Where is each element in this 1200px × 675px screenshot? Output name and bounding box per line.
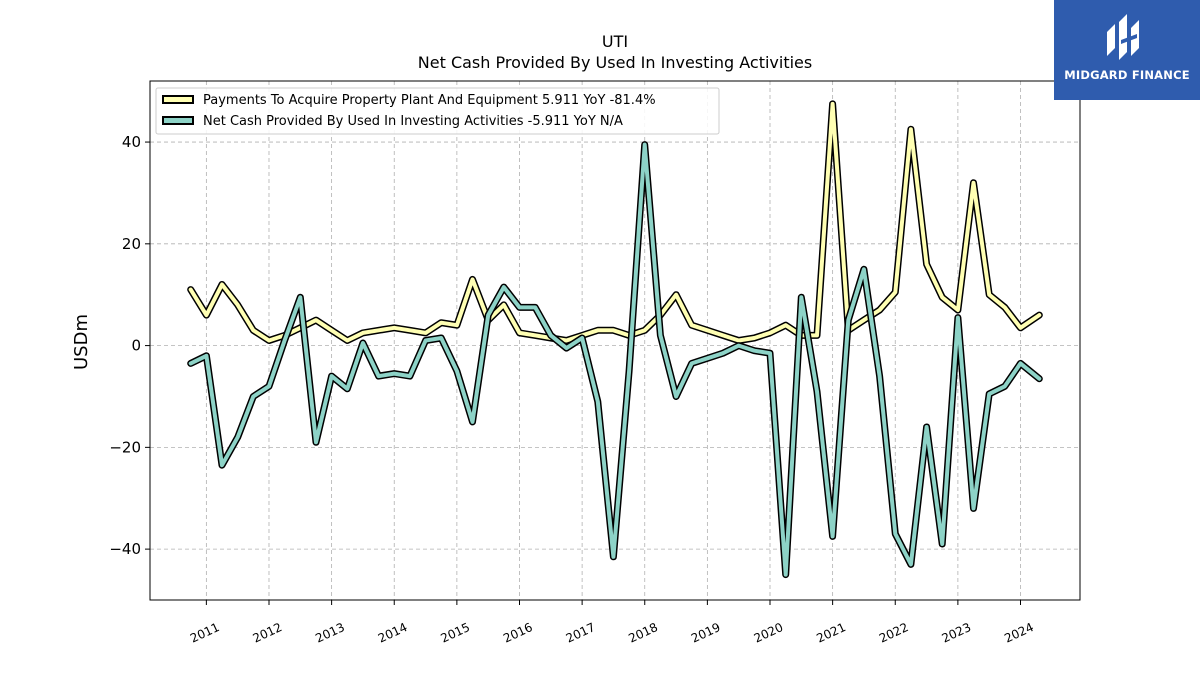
x-tick-label-8: 2019 <box>689 620 723 646</box>
y-tick-label-4: 40 <box>122 133 141 151</box>
x-tick-label-4: 2015 <box>439 620 473 646</box>
chart-title: UTI <box>602 32 628 51</box>
brand-logo: MIDGARD FINANCE <box>1054 0 1200 100</box>
x-tick-label-10: 2021 <box>814 620 848 646</box>
legend-label-2: Net Cash Provided By Used In Investing A… <box>203 114 623 129</box>
y-tick-label-2: 0 <box>131 337 141 355</box>
legend-label-1: Payments To Acquire Property Plant And E… <box>203 93 656 108</box>
legend-swatch-2 <box>164 118 192 123</box>
y-axis: −40 −20 0 20 40 <box>109 133 150 558</box>
y-tick-label-3: 20 <box>122 235 141 253</box>
legend-box <box>155 87 720 135</box>
legend: Payments To Acquire Property Plant And E… <box>155 87 720 135</box>
series-line-1 <box>188 101 1042 343</box>
x-tick-label-9: 2020 <box>752 620 786 646</box>
plot-area <box>149 80 1081 601</box>
y-axis-label: USDm <box>71 314 92 370</box>
x-tick-label-1: 2012 <box>251 620 285 646</box>
x-tick-label-5: 2016 <box>501 620 535 646</box>
x-axis: 2011 2012 2013 2014 2015 2016 2017 2018 2019 2020… <box>188 600 1036 646</box>
x-tick-label-13: 2024 <box>1002 620 1036 646</box>
x-tick-label-7: 2018 <box>626 620 660 646</box>
legend-swatch-1 <box>164 97 192 102</box>
x-tick-label-3: 2014 <box>376 620 410 646</box>
x-tick-label-11: 2022 <box>877 620 911 646</box>
x-tick-label-2: 2013 <box>313 620 347 646</box>
x-tick-label-12: 2023 <box>940 620 974 646</box>
series-outline-2 <box>187 141 1043 579</box>
x-tick-label-6: 2017 <box>564 620 598 646</box>
logo-mark-icon <box>1107 14 1139 60</box>
x-tick-label-0: 2011 <box>188 620 222 646</box>
logo-text: MIDGARD FINANCE <box>1064 68 1190 82</box>
series-layer <box>187 100 1043 579</box>
chart-subtitle: Net Cash Provided By Used In Investing A… <box>418 53 812 72</box>
series-line-2 <box>188 142 1042 577</box>
y-tick-label-1: −20 <box>109 438 141 456</box>
y-tick-label-0: −40 <box>109 540 141 558</box>
